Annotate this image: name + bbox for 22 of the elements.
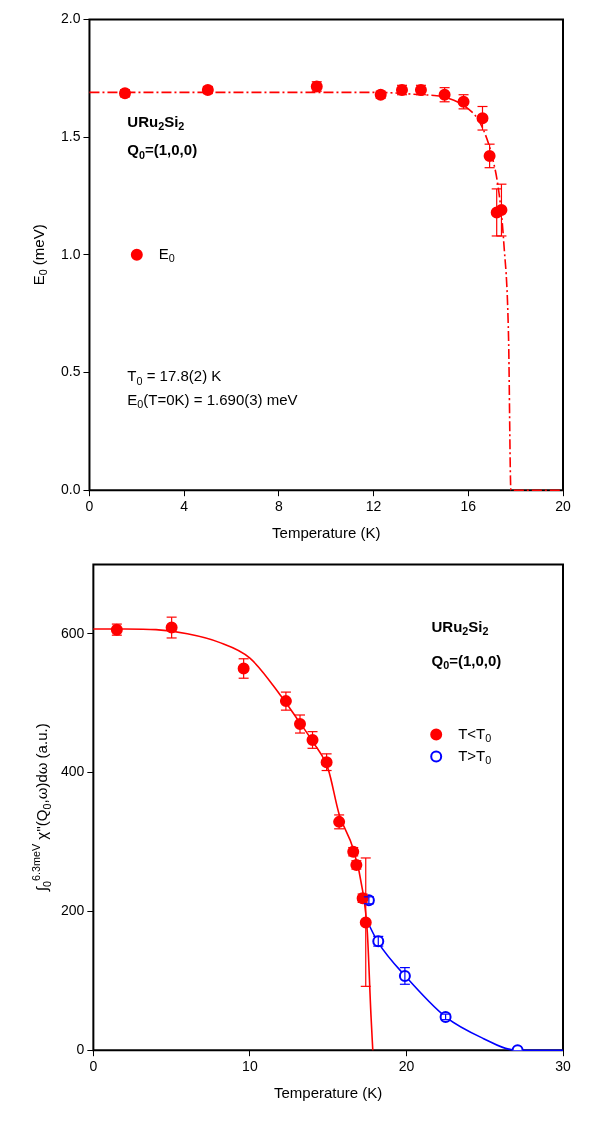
x-axis-title: Temperature (K): [273, 1084, 383, 1102]
y-tick-label: 400: [61, 763, 85, 780]
x-tick-label: 0: [89, 1058, 98, 1075]
x-tick-label: 16: [460, 498, 477, 515]
x-tick-label: 12: [365, 498, 382, 515]
x-tick-label: 4: [180, 498, 189, 515]
x-tick-label: 20: [398, 1058, 415, 1075]
y-tick-label: 1.0: [60, 245, 81, 262]
x-tick-label: 10: [242, 1058, 258, 1075]
y-tick-label: 0: [76, 1041, 85, 1058]
y-axis-title: E0 (meV): [29, 224, 49, 286]
y-axis-title: ∫06.3meV χ''(Q0,ω)dω (a.u.): [29, 723, 53, 893]
y-tick-label: 600: [61, 624, 85, 641]
y-tick-label: 0.0: [60, 481, 81, 498]
x-tick-label: 30: [555, 1058, 571, 1075]
x-tick-label: 8: [274, 498, 283, 515]
y-tick-label: 1.5: [60, 127, 81, 144]
x-axis-title: Temperature (K): [272, 524, 381, 542]
y-tick-label: 2.0: [60, 10, 81, 27]
y-tick-label: 200: [61, 902, 85, 919]
x-tick-label: 20: [555, 498, 571, 515]
y-tick-label: 0.5: [60, 363, 81, 380]
